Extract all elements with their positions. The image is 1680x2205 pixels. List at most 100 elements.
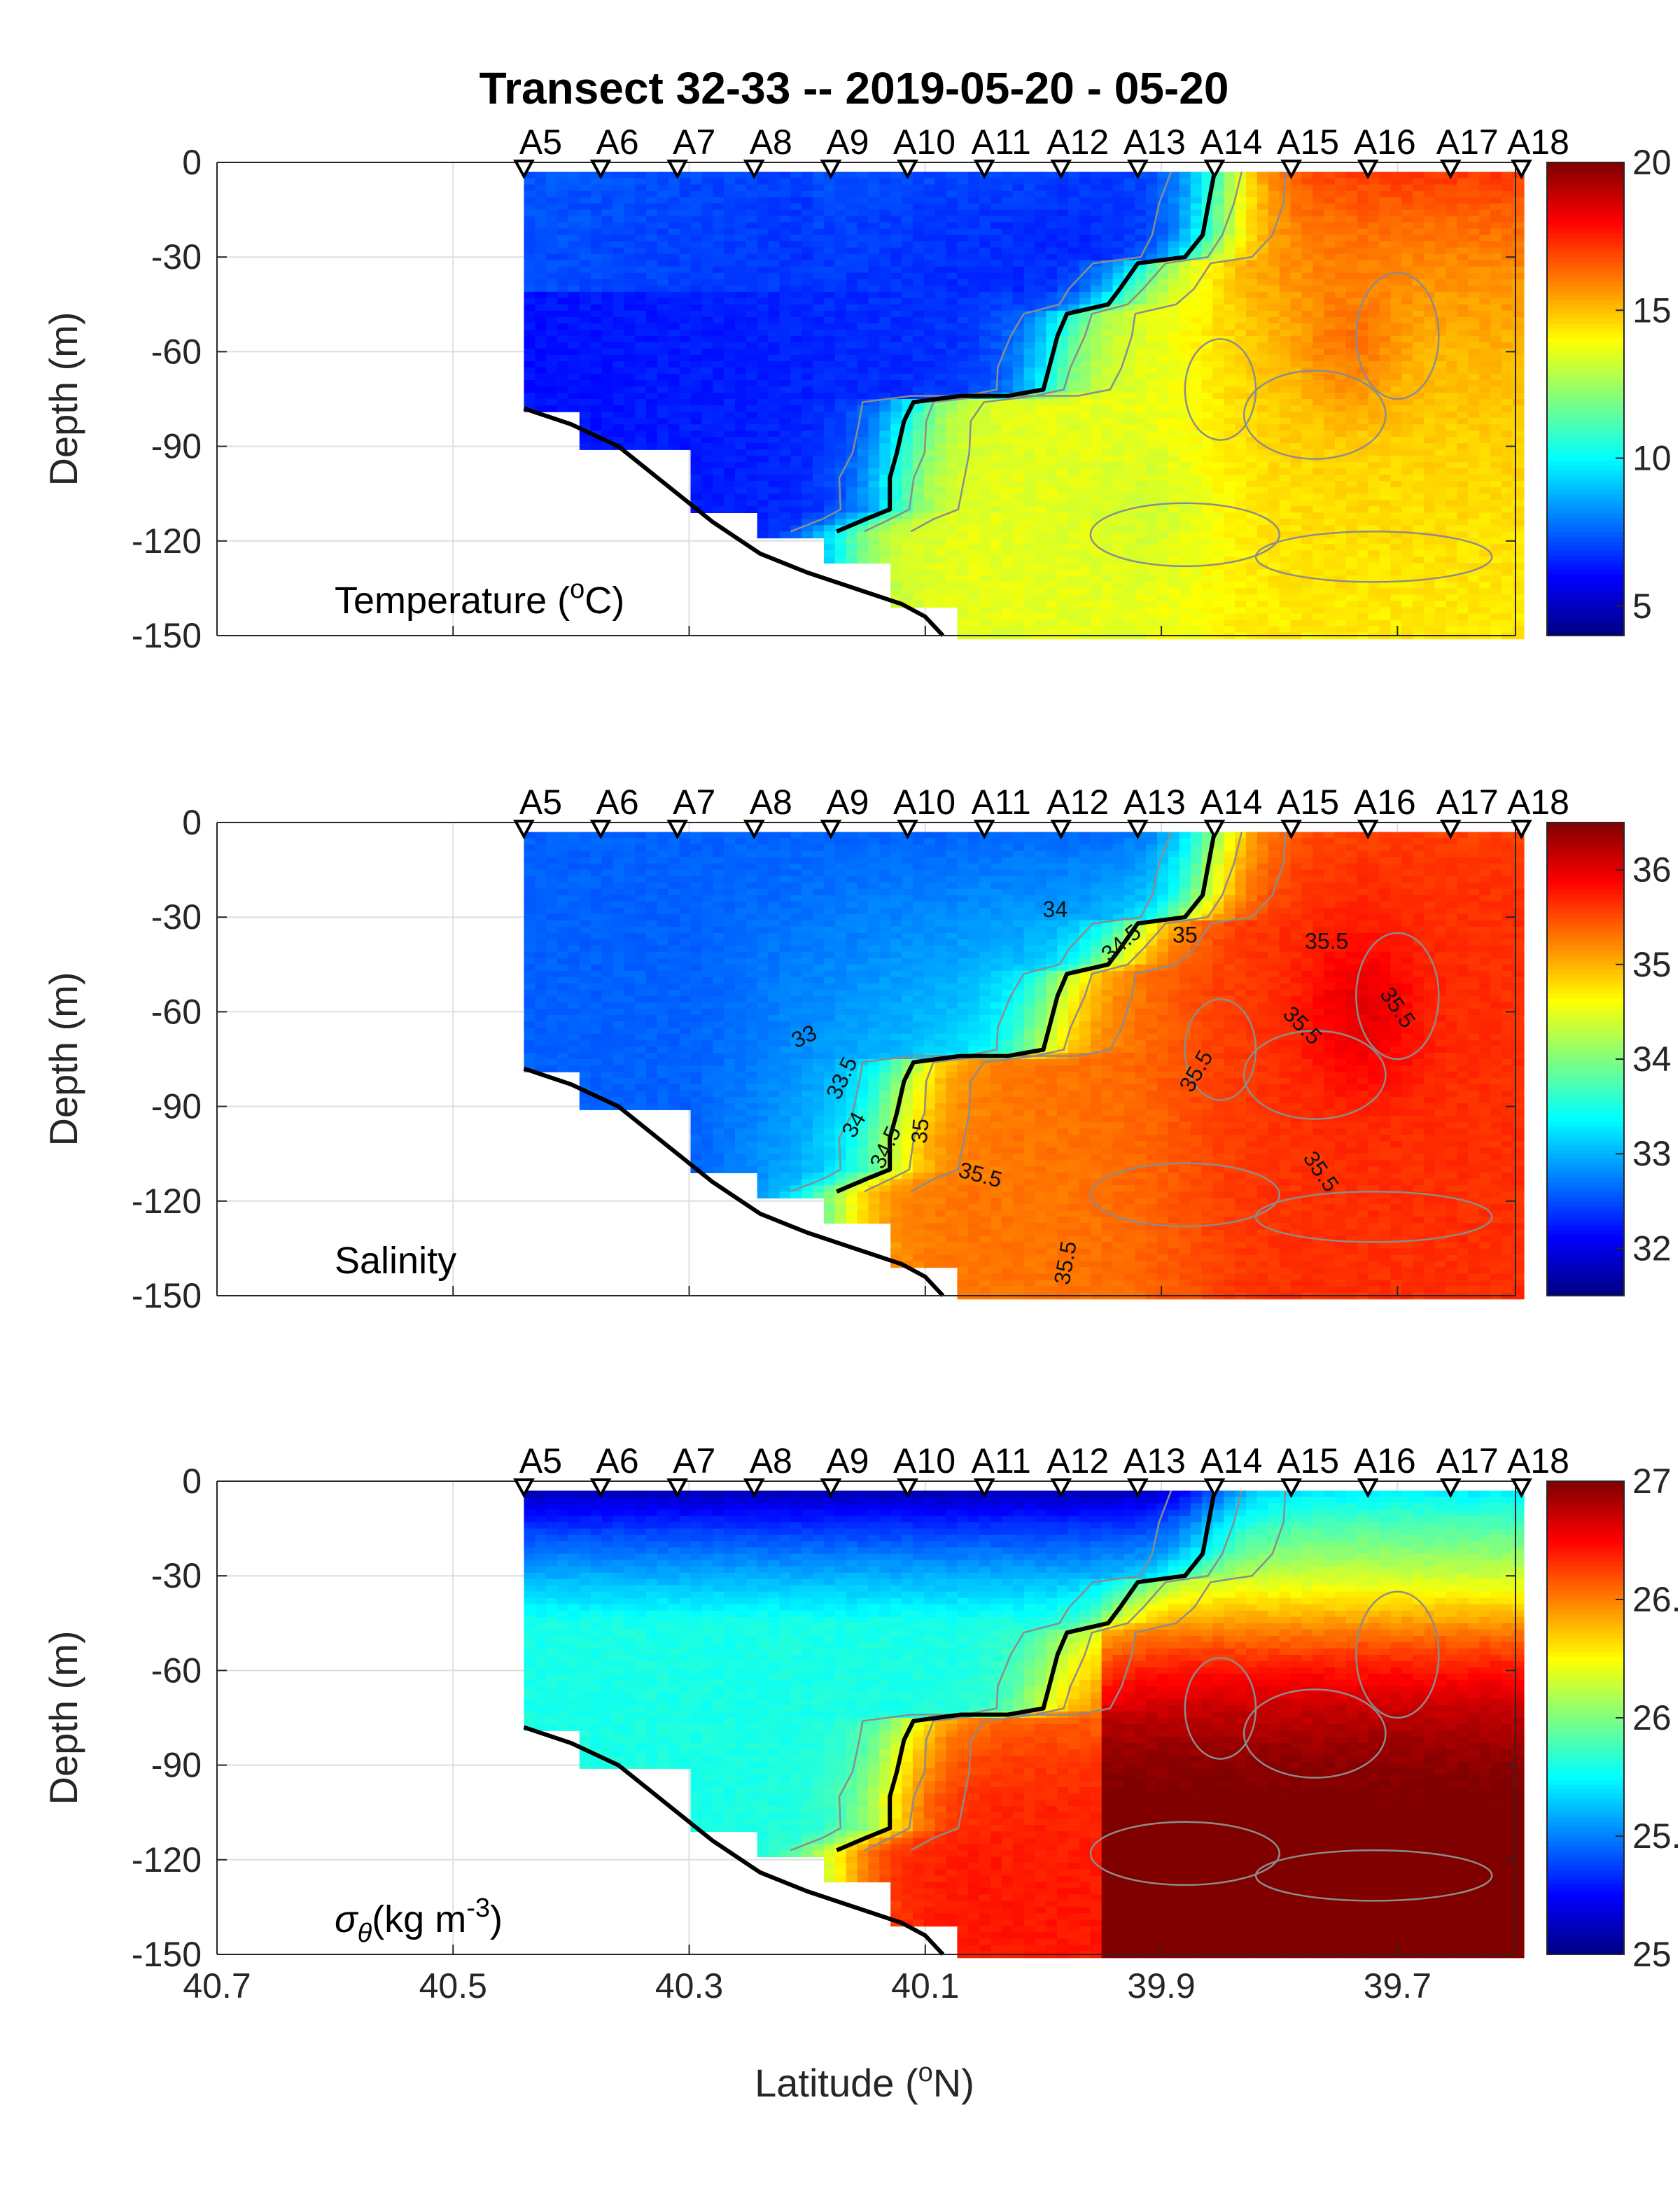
heatmap-cell <box>923 367 936 374</box>
heatmap-cell <box>1112 556 1125 564</box>
heatmap-cell <box>1190 531 1203 539</box>
heatmap-cell <box>879 556 891 564</box>
heatmap-cell <box>1379 437 1392 444</box>
heatmap-cell <box>535 190 547 198</box>
heatmap-cell <box>1001 569 1014 577</box>
heatmap-cell <box>1124 620 1136 627</box>
heatmap-cell <box>1357 393 1369 400</box>
heatmap-cell <box>668 348 680 356</box>
heatmap-cell <box>646 266 658 274</box>
heatmap-cell <box>902 203 913 211</box>
heatmap-cell <box>1268 424 1280 431</box>
heatmap-cell <box>679 393 692 400</box>
heatmap-cell <box>1157 563 1169 570</box>
heatmap-cell <box>635 285 647 293</box>
heatmap-cell <box>1357 556 1369 564</box>
heatmap-cell <box>1335 443 1347 450</box>
heatmap-cell <box>635 373 647 381</box>
heatmap-cell <box>590 386 603 393</box>
heatmap-cell <box>1335 323 1347 330</box>
heatmap-cell <box>1101 569 1114 577</box>
heatmap-cell <box>1324 456 1336 463</box>
heatmap-cell <box>946 298 958 305</box>
heatmap-cell <box>779 468 792 475</box>
heatmap-cell <box>568 222 580 230</box>
heatmap-cell <box>1135 493 1147 500</box>
heatmap-cell <box>1268 209 1280 217</box>
heatmap-cell <box>568 172 580 179</box>
heatmap-cell <box>834 487 847 494</box>
heatmap-cell <box>1224 247 1236 255</box>
heatmap-cell <box>1135 620 1147 627</box>
heatmap-cell <box>1168 588 1180 596</box>
heatmap-cell <box>735 424 747 431</box>
heatmap-cell <box>1301 190 1314 198</box>
heatmap-cell <box>1101 556 1114 564</box>
heatmap-cell <box>1224 544 1236 552</box>
heatmap-cell <box>957 575 969 583</box>
heatmap-cell <box>946 266 958 274</box>
heatmap-cell <box>902 538 913 545</box>
heatmap-cell <box>813 449 825 456</box>
heatmap-cell <box>1035 253 1047 261</box>
heatmap-cell <box>1146 203 1158 211</box>
heatmap-cell <box>1279 487 1292 494</box>
heatmap-cell <box>690 493 703 500</box>
heatmap-cell <box>923 563 936 570</box>
heatmap-cell <box>1357 519 1369 526</box>
heatmap-cell <box>557 367 569 374</box>
heatmap-cell <box>824 253 836 261</box>
heatmap-cell <box>768 335 780 343</box>
heatmap-cell <box>1279 367 1292 374</box>
heatmap-cell <box>601 412 614 419</box>
heatmap-cell <box>1357 197 1369 204</box>
heatmap-cell <box>624 253 636 261</box>
heatmap-cell <box>879 266 891 274</box>
heatmap-cell <box>968 626 980 634</box>
heatmap-cell <box>1368 412 1380 419</box>
heatmap-cell <box>657 203 669 211</box>
heatmap-cell <box>1345 607 1358 615</box>
heatmap-cell <box>1224 298 1236 305</box>
heatmap-cell <box>1090 222 1102 230</box>
heatmap-cell <box>1057 184 1069 192</box>
heatmap-cell <box>846 298 858 305</box>
heatmap-cell <box>724 449 736 456</box>
heatmap-cell <box>779 430 792 438</box>
heatmap-cell <box>990 197 1002 204</box>
heatmap-cell <box>568 304 580 312</box>
heatmap-cell <box>1345 594 1358 602</box>
heatmap-cell <box>1212 424 1225 431</box>
heatmap-cell <box>790 412 802 419</box>
heatmap-cell <box>1224 323 1236 330</box>
heatmap-cell <box>1357 594 1369 602</box>
heatmap-cell <box>1368 316 1380 324</box>
heatmap-cell <box>1168 601 1180 608</box>
heatmap-cell <box>768 272 780 280</box>
heatmap-cell <box>724 298 736 305</box>
heatmap-cell <box>1345 418 1358 425</box>
heatmap-cell <box>1246 556 1258 564</box>
heatmap-cell <box>1212 241 1225 248</box>
heatmap-cell <box>1124 531 1136 539</box>
heatmap-cell <box>968 582 980 589</box>
heatmap-cell <box>1046 613 1058 621</box>
heatmap-cell <box>957 437 969 444</box>
heatmap-cell <box>1246 582 1258 589</box>
heatmap-cell <box>1101 456 1114 463</box>
heatmap-cell <box>1290 449 1303 456</box>
heatmap-cell <box>1068 437 1080 444</box>
heatmap-cell <box>1157 386 1169 393</box>
heatmap-cell <box>768 190 780 198</box>
heatmap-cell <box>1135 487 1147 494</box>
heatmap-cell <box>579 329 592 337</box>
heatmap-cell <box>1379 588 1392 596</box>
heatmap-cell <box>1324 241 1336 248</box>
heatmap-cell <box>902 594 913 602</box>
heatmap-cell <box>1090 544 1102 552</box>
heatmap-cell <box>990 556 1002 564</box>
heatmap-cell <box>1357 550 1369 558</box>
heatmap-cell <box>1112 626 1125 634</box>
heatmap-cell <box>824 234 836 242</box>
heatmap-cell <box>1079 360 1091 368</box>
